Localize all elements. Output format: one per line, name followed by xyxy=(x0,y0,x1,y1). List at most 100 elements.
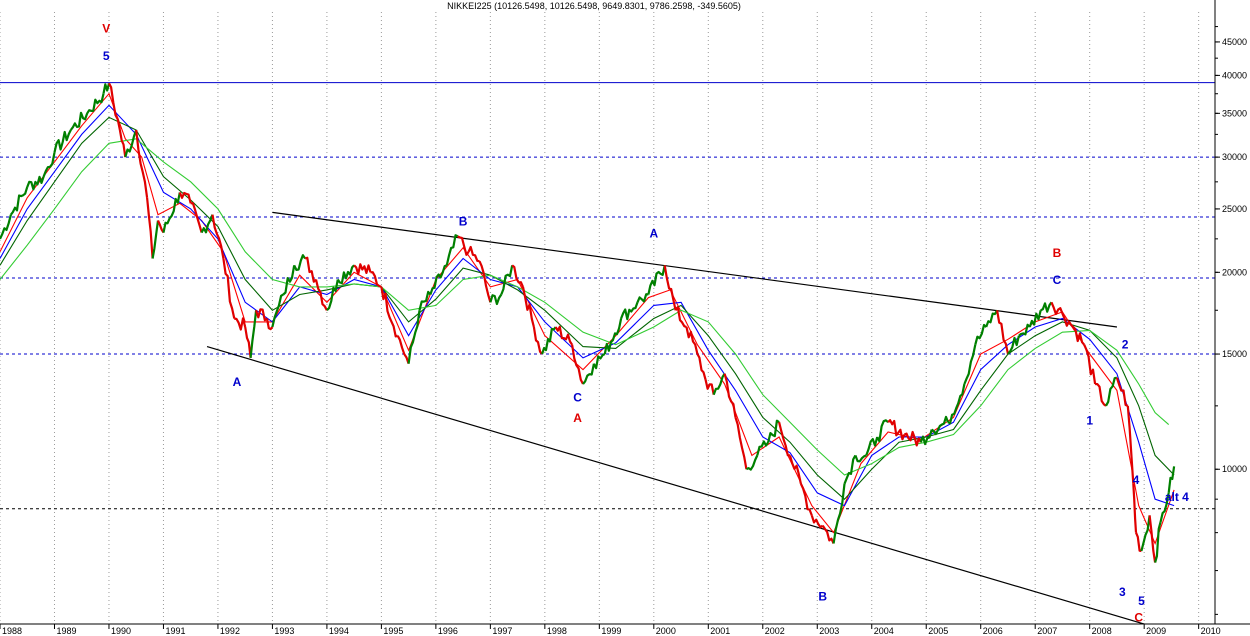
x-tick-label: 1993 xyxy=(274,626,294,636)
price-segment-down xyxy=(511,264,525,288)
price-segment-up xyxy=(53,129,72,153)
wave-label: C xyxy=(1053,273,1062,287)
price-segment-down xyxy=(244,326,252,359)
price-segment-down xyxy=(810,515,824,529)
x-tick-label: 1988 xyxy=(2,626,22,636)
price-segment-up xyxy=(336,264,355,285)
price-segment-down xyxy=(685,326,699,355)
price-segment-up xyxy=(756,440,770,456)
price-segment-down xyxy=(821,524,835,544)
trendline xyxy=(272,211,1118,328)
x-tick-label: 1990 xyxy=(111,626,131,636)
wave-label: 3 xyxy=(1119,585,1126,599)
wave-label: 1 xyxy=(1086,414,1093,428)
price-segment-down xyxy=(211,214,225,259)
price-segment-up xyxy=(876,419,889,443)
price-segment-down xyxy=(887,419,906,441)
price-segment-down xyxy=(723,373,737,418)
price-segment-up xyxy=(620,301,639,321)
moving-average-line xyxy=(0,138,1170,476)
price-segment-down xyxy=(778,421,791,457)
wave-label: C xyxy=(573,390,582,404)
price-segment-down xyxy=(532,326,543,355)
x-tick-label: 1996 xyxy=(438,626,458,636)
price-segment-up xyxy=(69,111,89,131)
price-segment-down xyxy=(156,220,165,234)
y-tick-label: 40000 xyxy=(1222,70,1247,80)
price-segment-down xyxy=(571,344,584,385)
price-segment-down xyxy=(704,379,715,395)
price-segment-up xyxy=(1167,466,1176,494)
wave-label: 5 xyxy=(1138,594,1145,608)
price-segment-up xyxy=(282,265,296,296)
price-segment-up xyxy=(429,264,448,295)
wave-label: V xyxy=(102,22,110,36)
price-segment-up xyxy=(919,429,933,446)
price-segment-down xyxy=(1050,301,1064,316)
wave-label: B xyxy=(1053,246,1062,260)
price-segment-up xyxy=(974,323,987,345)
x-tick-label: 2003 xyxy=(819,626,839,636)
price-segment-down xyxy=(370,271,382,288)
price-segment-up xyxy=(1159,492,1170,523)
price-segment-up xyxy=(947,383,966,425)
chart-title: NIKKEI225 (10126.5498, 10126.5498, 9649.… xyxy=(447,1,741,11)
wave-label: 2 xyxy=(1122,337,1129,351)
price-segment-down xyxy=(734,417,748,470)
price-segment-up xyxy=(745,454,759,471)
price-segment-up xyxy=(767,419,780,443)
price-segment-down xyxy=(1115,377,1129,407)
price-segment-up xyxy=(843,454,857,485)
price-segment-down xyxy=(353,263,372,276)
wave-label: B xyxy=(459,214,468,228)
price-segment-down xyxy=(1095,382,1107,407)
price-segment-up xyxy=(854,454,867,463)
price-segment-down xyxy=(304,256,317,283)
price-segment-up xyxy=(1007,335,1020,355)
price-segment-down xyxy=(222,258,236,319)
price-segment-up xyxy=(647,265,666,295)
price-segment-down xyxy=(1134,532,1142,553)
price-segment-down xyxy=(1126,405,1135,484)
x-tick-label: 1992 xyxy=(220,626,240,636)
price-segment-up xyxy=(86,93,105,114)
price-segment-down xyxy=(108,82,121,131)
y-tick-label: 25000 xyxy=(1222,204,1247,214)
price-segment-down xyxy=(380,286,399,338)
x-tick-label: 2009 xyxy=(1146,626,1166,636)
wave-label: A xyxy=(233,375,242,389)
price-segment-up xyxy=(489,293,503,306)
wave-label: A xyxy=(573,411,582,425)
y-tick-label: 30000 xyxy=(1222,152,1247,162)
x-tick-label: 1997 xyxy=(492,626,512,636)
trendlines xyxy=(206,211,1145,625)
x-tick-label: 2010 xyxy=(1201,626,1221,636)
price-segment-down xyxy=(234,317,247,331)
price-segment-down xyxy=(265,318,274,331)
price-segment-up xyxy=(1140,515,1151,552)
price-segment-down xyxy=(478,260,492,303)
x-tick-label: 2004 xyxy=(874,626,894,636)
wave-label: A xyxy=(649,227,658,241)
x-tick-label: 2008 xyxy=(1092,626,1112,636)
price-segment-up xyxy=(418,290,432,311)
x-tick-label: 1989 xyxy=(56,626,76,636)
price-segment-down xyxy=(696,353,707,381)
trendline xyxy=(206,345,1145,625)
price-segment-up xyxy=(832,483,846,544)
price-segment-up xyxy=(963,344,977,385)
price-segment-up xyxy=(712,373,726,396)
price-segment-down xyxy=(190,202,203,233)
price-segment-down xyxy=(146,197,154,259)
price-segment-up xyxy=(271,293,284,328)
wave-label: alt 4 xyxy=(1165,490,1189,504)
x-tick-label: 2002 xyxy=(765,626,785,636)
price-segment-down xyxy=(1132,483,1138,533)
y-tick-label: 20000 xyxy=(1222,267,1247,277)
price-segment-down xyxy=(467,245,480,263)
moving-average-line xyxy=(0,116,1175,500)
price-segment-up xyxy=(124,129,138,158)
price-segment-down xyxy=(1148,515,1157,563)
price-segment-down xyxy=(135,129,149,198)
